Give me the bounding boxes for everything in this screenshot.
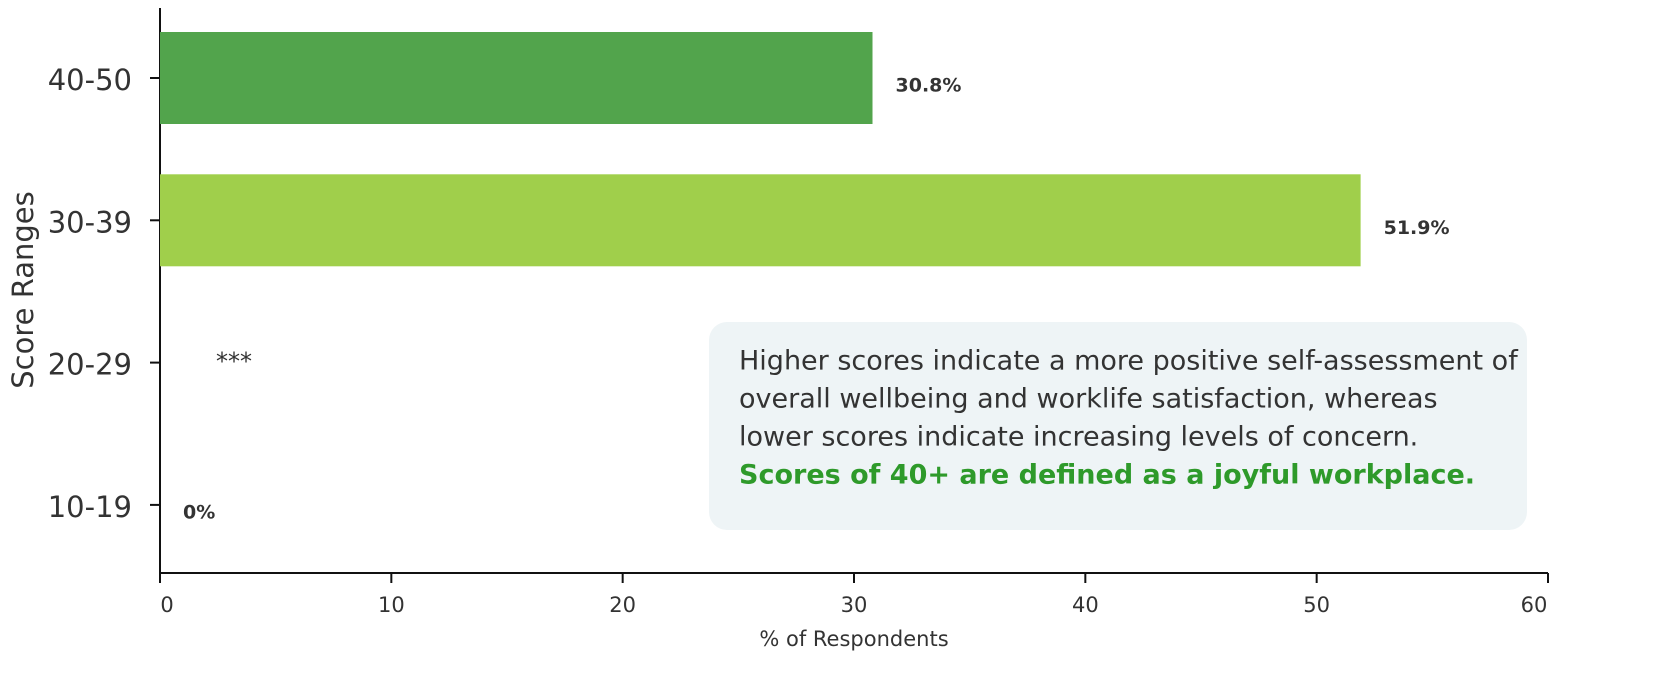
annotation-box (709, 322, 1527, 530)
x-tick-label: 20 (609, 593, 636, 617)
value-label: 30.8% (896, 75, 962, 97)
y-tick-label: 20-29 (48, 348, 132, 382)
x-tick-label: 30 (841, 593, 868, 617)
x-axis-label: % of Respondents (759, 627, 948, 651)
value-label: 51.9% (1384, 217, 1450, 239)
bar (160, 174, 1361, 267)
x-tick-label: 40 (1072, 593, 1099, 617)
bar (160, 32, 873, 124)
annotation-line: lower scores indicate increasing levels … (739, 422, 1418, 453)
annotation-line: Higher scores indicate a more positive s… (739, 346, 1519, 377)
value-label: 0% (183, 501, 215, 523)
y-tick-label: 40-50 (48, 63, 132, 97)
annotation-line: overall wellbeing and worklife satisfact… (739, 384, 1438, 415)
x-tick-label: 10 (378, 593, 405, 617)
y-tick-label: 30-39 (48, 205, 132, 239)
value-label: *** (216, 348, 252, 376)
y-tick-label: 10-19 (48, 490, 132, 524)
y-axis-label: Score Ranges (6, 191, 40, 388)
x-tick-label: 50 (1303, 593, 1330, 617)
x-tick-label: 60 (1521, 593, 1548, 617)
annotation-highlight: Scores of 40+ are defined as a joyful wo… (739, 460, 1475, 491)
x-tick-label: 0 (160, 593, 173, 617)
